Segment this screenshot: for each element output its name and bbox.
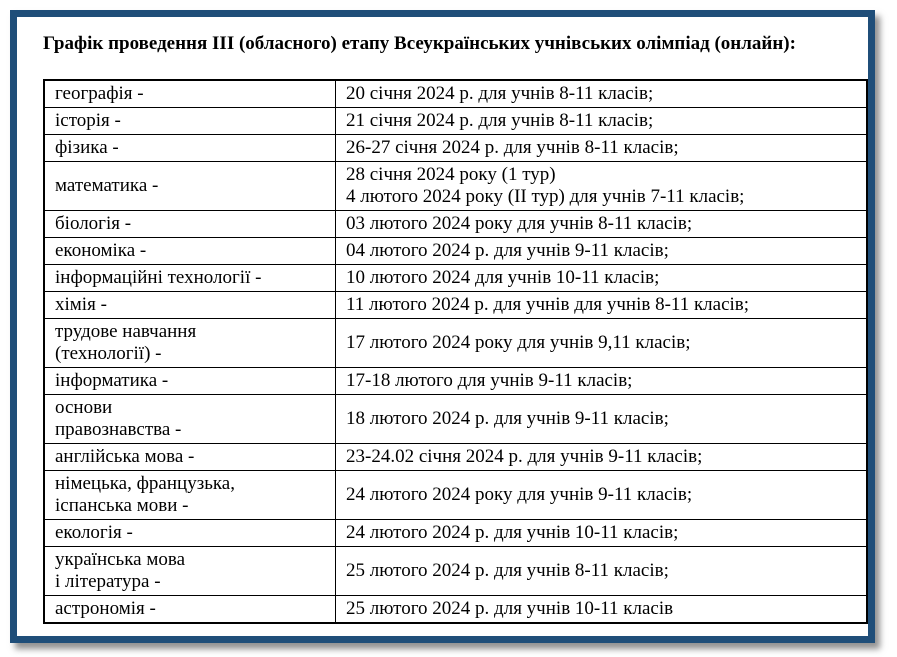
table-row: хімія - 11 лютого 2024 р. для учнів для … [43,291,868,319]
table-row: інформаційні технології - 10 лютого 2024… [43,264,868,292]
table-row: трудове навчання (технології) - 17 лютог… [43,318,868,368]
table-row: астрономія - 25 лютого 2024 р. для учнів… [43,595,868,624]
date-cell: 11 лютого 2024 р. для учнів для учнів 8-… [335,291,868,319]
date-cell: 21 січня 2024 р. для учнів 8-11 класів; [335,107,868,135]
table-row: географія - 20 січня 2024 р. для учнів 8… [43,79,868,108]
document-frame: Графік проведення ІІІ (обласного) етапу … [10,10,875,643]
subject-cell: інформатика - [43,367,336,395]
table-row: англійська мова - 23-24.02 січня 2024 р.… [43,443,868,471]
table-row: економіка - 04 лютого 2024 р. для учнів … [43,237,868,265]
subject-cell: інформаційні технології - [43,264,336,292]
subject-cell: астрономія - [43,595,336,624]
date-cell: 25 лютого 2024 р. для учнів 10-11 класів [335,595,868,624]
table-row: основи правознавства - 18 лютого 2024 р.… [43,394,868,444]
date-cell: 25 лютого 2024 р. для учнів 8-11 класів; [335,546,868,596]
date-cell: 03 лютого 2024 року для учнів 8-11 класі… [335,210,868,238]
subject-cell: українська мова і література - [43,546,336,596]
subject-cell: фізика - [43,134,336,162]
date-cell: 24 лютого 2024 року для учнів 9-11 класі… [335,470,868,520]
subject-cell: історія - [43,107,336,135]
subject-cell: трудове навчання (технології) - [43,318,336,368]
subject-cell: німецька, французька, іспанська мови - [43,470,336,520]
date-cell: 28 січня 2024 року (1 тур) 4 лютого 2024… [335,161,868,211]
table-row: біологія - 03 лютого 2024 року для учнів… [43,210,868,238]
date-cell: 17-18 лютого для учнів 9-11 класів; [335,367,868,395]
table-row: українська мова і література - 25 лютого… [43,546,868,596]
subject-cell: хімія - [43,291,336,319]
table-row: історія - 21 січня 2024 р. для учнів 8-1… [43,107,868,135]
date-cell: 24 лютого 2024 р. для учнів 10-11 класів… [335,519,868,547]
table-row: математика - 28 січня 2024 року (1 тур) … [43,161,868,211]
table-row: інформатика - 17-18 лютого для учнів 9-1… [43,367,868,395]
subject-cell: англійська мова - [43,443,336,471]
subject-cell: основи правознавства - [43,394,336,444]
table-row: екологія - 24 лютого 2024 р. для учнів 1… [43,519,868,547]
date-cell: 10 лютого 2024 для учнів 10-11 класів; [335,264,868,292]
table-row: німецька, французька, іспанська мови - 2… [43,470,868,520]
date-cell: 20 січня 2024 р. для учнів 8-11 класів; [335,79,868,108]
date-cell: 23-24.02 січня 2024 р. для учнів 9-11 кл… [335,443,868,471]
date-cell: 18 лютого 2024 р. для учнів 9-11 класів; [335,394,868,444]
subject-cell: економіка - [43,237,336,265]
subject-cell: математика - [43,161,336,211]
date-cell: 17 лютого 2024 року для учнів 9,11 класі… [335,318,868,368]
schedule-table-body: географія - 20 січня 2024 р. для учнів 8… [43,79,868,624]
table-row: фізика - 26-27 січня 2024 р. для учнів 8… [43,134,868,162]
subject-cell: екологія - [43,519,336,547]
date-cell: 26-27 січня 2024 р. для учнів 8-11 класі… [335,134,868,162]
subject-cell: біологія - [43,210,336,238]
subject-cell: географія - [43,79,336,108]
olympiad-schedule-table: географія - 20 січня 2024 р. для учнів 8… [43,79,868,624]
date-cell: 04 лютого 2024 р. для учнів 9-11 класів; [335,237,868,265]
page-title: Графік проведення ІІІ (обласного) етапу … [43,33,796,54]
